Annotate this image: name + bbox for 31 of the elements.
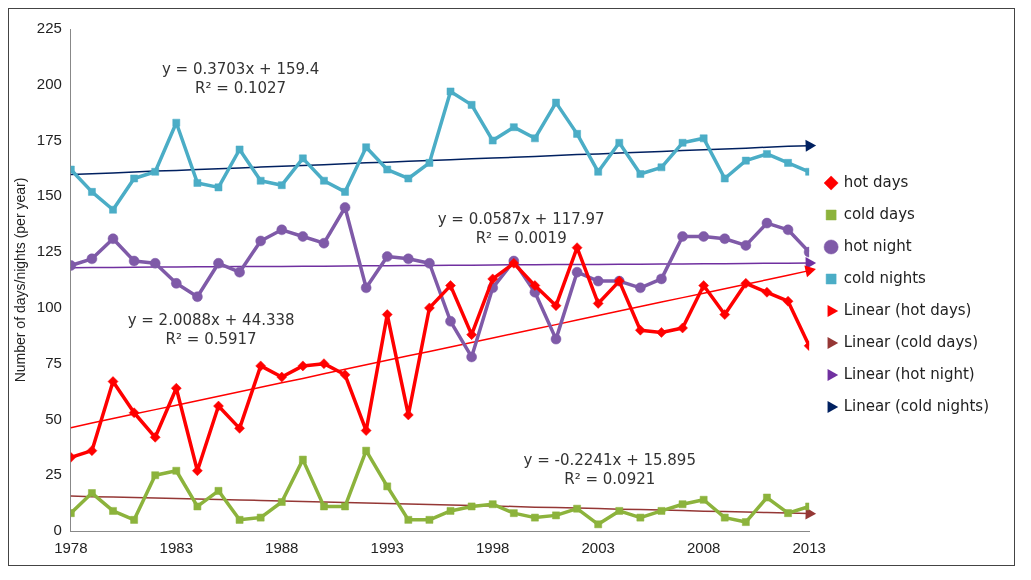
x-tick-label: 1978 [54,539,88,557]
y-tick-label: 50 [45,409,62,427]
legend-label: hot night [843,236,912,255]
annotation: y = -0.2241x + 15.895 R² = 0.0921 [523,451,696,489]
y-tick-label: 175 [36,130,62,148]
y-tick-label: 75 [45,353,62,371]
y-tick-label: 225 [36,19,62,37]
x-tick-label: 1993 [370,539,404,557]
x-tick-label: 2013 [792,539,826,557]
legend-label: cold nights [843,268,927,287]
x-tick-label: 1988 [265,539,299,557]
legend-label: Linear (hot days) [843,300,972,319]
annotation: y = 0.0587x + 117.97 R² = 0.0019 [437,210,605,248]
legend-label: cold days [843,204,916,223]
y-tick-label: 100 [36,298,62,316]
y-axis-title: Number of days/nights (per year) [12,177,29,383]
y-tick-label: 125 [36,242,62,260]
y-tick-label: 0 [53,521,62,539]
y-tick-label: 200 [36,74,62,92]
x-tick-label: 2008 [686,539,721,557]
legend-label: Linear (hot night) [843,364,975,383]
annotation: y = 2.0088x + 44.338 R² = 0.5917 [127,310,295,348]
legend-label: Linear (cold days) [843,332,979,351]
y-tick-label: 150 [36,186,62,204]
annotation: y = 0.3703x + 159.4 R² = 0.1027 [161,59,320,97]
x-tick-label: 1983 [159,539,193,557]
legend-label: Linear (cold nights) [843,396,989,415]
legend-label: hot days [843,172,909,191]
x-tick-label: 2003 [581,539,615,557]
y-tick-label: 25 [45,465,62,483]
x-tick-label: 1998 [476,539,510,557]
